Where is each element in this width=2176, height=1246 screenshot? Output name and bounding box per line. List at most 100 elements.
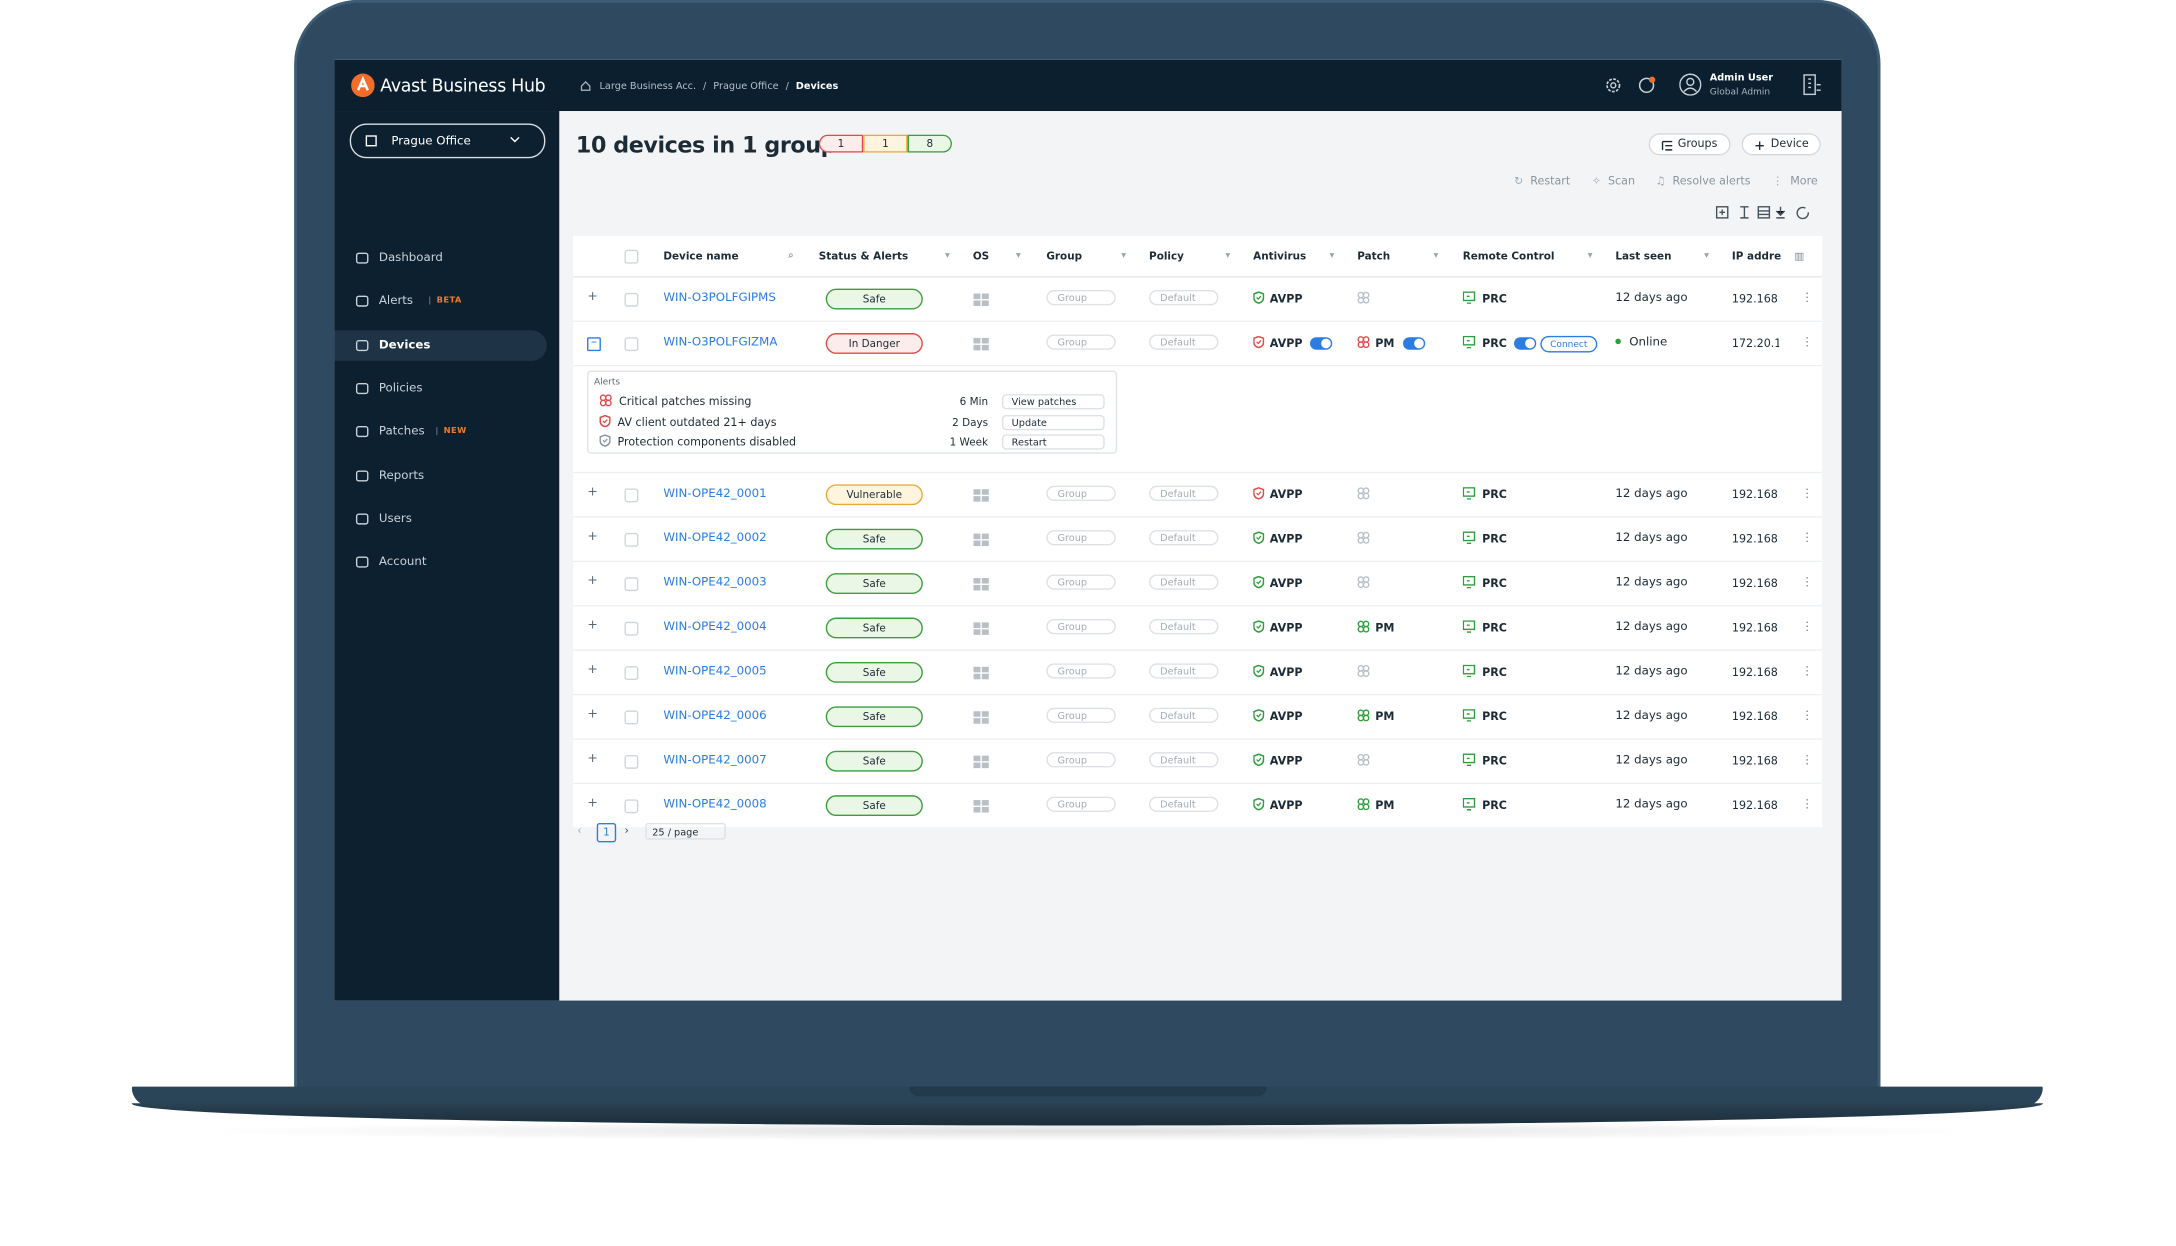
policy-select[interactable]: Default [1149, 530, 1219, 546]
column-header[interactable]: Last seen [1615, 249, 1672, 263]
toggle[interactable] [1403, 337, 1426, 350]
help-icon[interactable] [1638, 76, 1656, 94]
checkbox[interactable] [624, 754, 639, 769]
toggle[interactable] [1310, 337, 1333, 350]
checkbox[interactable] [624, 666, 639, 680]
group-select[interactable]: Group [1046, 334, 1116, 350]
policy-select[interactable]: Default [1149, 290, 1219, 306]
row-menu[interactable]: ⋮ [1801, 797, 1814, 812]
filter-icon[interactable]: ▾ [1433, 249, 1439, 261]
status-count[interactable]: 1 [818, 134, 864, 153]
checkbox[interactable] [624, 249, 639, 264]
next-page[interactable]: › [624, 824, 629, 837]
checkbox[interactable] [624, 532, 639, 547]
device-name[interactable]: WIN-OPE42_0002 [663, 531, 767, 546]
group-select[interactable]: Group [1046, 752, 1116, 768]
device-name[interactable]: WIN-OPE42_0008 [663, 797, 767, 812]
group-select[interactable]: Group [1046, 530, 1116, 546]
nav-item[interactable]: Reports [334, 460, 546, 491]
group-select[interactable]: Group [1046, 707, 1116, 724]
nav-item[interactable]: Devices [334, 329, 547, 361]
filter-icon[interactable]: ▾ [1015, 249, 1021, 261]
device-name[interactable]: WIN-OPE42_0006 [663, 709, 767, 724]
column-header[interactable]: IP address [1731, 249, 1781, 263]
column-header[interactable]: OS [972, 249, 990, 263]
action[interactable]: ✧ Scan [1592, 175, 1635, 187]
policy-select[interactable]: Default [1149, 485, 1219, 501]
column-settings[interactable]: ▥ [1794, 249, 1805, 263]
row-menu[interactable]: ⋮ [1801, 664, 1814, 679]
nav-item[interactable]: Account [334, 547, 546, 578]
row-menu[interactable]: ⋮ [1801, 487, 1814, 501]
action[interactable]: ↻ Restart [1514, 175, 1570, 187]
column-header[interactable]: Remote Control [1462, 249, 1555, 263]
expand-toggle[interactable]: + [587, 485, 598, 500]
device-name[interactable]: WIN-O3POLFGIZMA [663, 335, 778, 350]
connect-button[interactable]: Connect [1540, 335, 1598, 353]
filter-icon[interactable]: ▾ [1329, 249, 1335, 261]
column-header[interactable]: Antivirus [1253, 249, 1307, 263]
status-count[interactable]: 1 [863, 134, 908, 153]
alert-action[interactable]: View patches [1001, 394, 1105, 410]
policy-select[interactable]: Default [1149, 752, 1219, 768]
checkbox[interactable] [624, 337, 639, 352]
column-header[interactable]: Status & Alerts [818, 249, 909, 263]
location-select[interactable]: Prague Office [349, 123, 546, 159]
button[interactable]: Device [1741, 133, 1822, 156]
checkbox[interactable] [624, 621, 639, 636]
column-header[interactable]: Policy [1149, 249, 1184, 263]
group-select[interactable]: Group [1046, 618, 1116, 635]
alert-action[interactable]: Update [1001, 414, 1105, 430]
expand-toggle[interactable]: + [587, 290, 598, 304]
expand-toggle[interactable]: + [587, 530, 598, 544]
status-count[interactable]: 8 [907, 134, 952, 153]
breadcrumb-item[interactable]: Devices [795, 80, 839, 92]
switch-icon[interactable] [1803, 74, 1822, 96]
breadcrumb-item[interactable]: Prague Office [713, 80, 779, 92]
nav-item[interactable]: Users [334, 503, 546, 534]
row-menu[interactable]: ⋮ [1801, 575, 1814, 590]
filter-icon[interactable]: ▾ [1587, 249, 1593, 261]
column-header[interactable]: Group [1046, 249, 1083, 263]
policy-select[interactable]: Default [1149, 618, 1219, 635]
checkbox[interactable] [624, 799, 639, 814]
checkbox[interactable] [624, 577, 639, 592]
device-name[interactable]: WIN-OPE42_0003 [663, 575, 767, 590]
row-menu[interactable]: ⋮ [1801, 335, 1814, 350]
filter-icon[interactable]: ▾ [1225, 249, 1231, 261]
prev-page[interactable]: ‹ [577, 824, 582, 837]
filter-icon[interactable]: ▾ [1704, 249, 1710, 261]
group-select[interactable]: Group [1046, 796, 1116, 812]
brand[interactable]: Avast Business Hub [380, 74, 546, 96]
group-select[interactable]: Group [1046, 485, 1116, 501]
device-name[interactable]: WIN-O3POLFGIPMS [663, 291, 776, 306]
device-name[interactable]: WIN-OPE42_0001 [663, 487, 767, 501]
view-icons[interactable] [1715, 205, 1815, 220]
row-menu[interactable]: ⋮ [1801, 753, 1814, 768]
column-header[interactable]: Device name [663, 249, 739, 263]
expand-toggle[interactable]: + [587, 707, 598, 722]
expand-toggle[interactable]: + [587, 574, 598, 589]
expand-toggle[interactable]: – [587, 337, 601, 352]
action[interactable]: ⋮ More [1772, 175, 1818, 187]
policy-select[interactable]: Default [1149, 574, 1219, 590]
checkbox[interactable] [624, 292, 639, 307]
settings-icon[interactable] [1604, 76, 1622, 94]
filter-icon[interactable]: ▾ [1121, 249, 1127, 261]
nav-item[interactable]: Alerts | BETA [334, 286, 546, 317]
expand-toggle[interactable]: + [587, 618, 598, 633]
toggle[interactable] [1514, 337, 1537, 350]
nav-item[interactable]: Dashboard [334, 243, 546, 274]
expand-toggle[interactable]: + [587, 796, 598, 811]
row-menu[interactable]: ⋮ [1801, 620, 1814, 635]
group-select[interactable]: Group [1046, 663, 1116, 679]
current-page[interactable]: 1 [596, 822, 617, 843]
nav-item[interactable]: Policies [334, 373, 546, 404]
row-menu[interactable]: ⋮ [1801, 291, 1814, 306]
checkbox[interactable] [624, 488, 639, 503]
nav-item[interactable]: Patches | NEW [334, 417, 546, 448]
expand-toggle[interactable]: + [587, 663, 598, 678]
device-name[interactable]: WIN-OPE42_0004 [663, 620, 767, 635]
device-name[interactable]: WIN-OPE42_0007 [663, 753, 767, 768]
row-menu[interactable]: ⋮ [1801, 709, 1814, 724]
